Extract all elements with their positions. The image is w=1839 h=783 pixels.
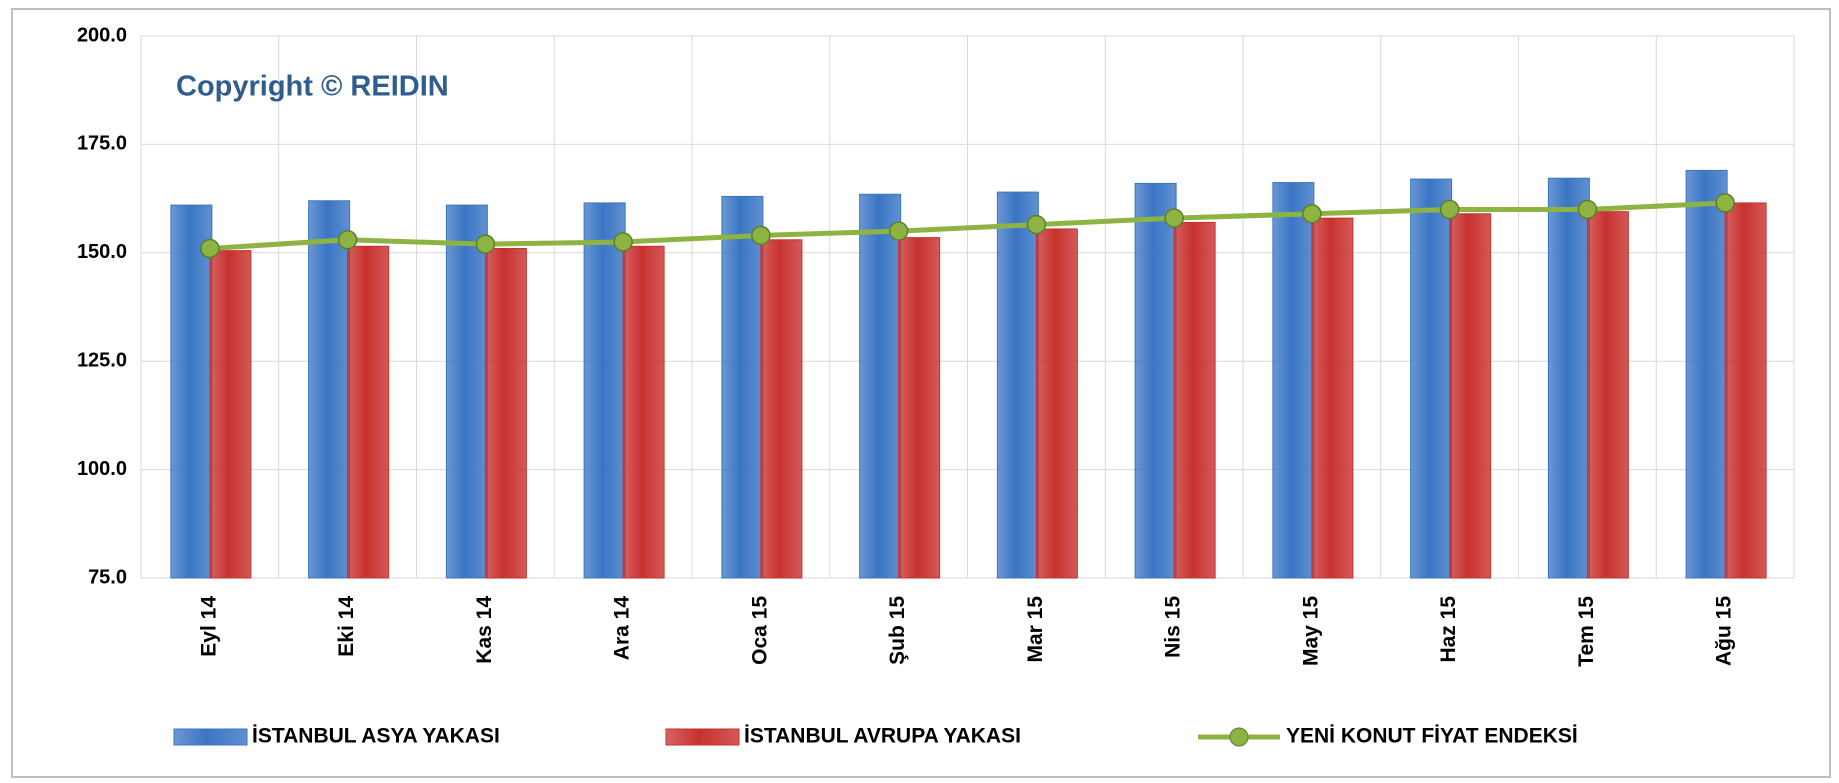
bar (1547, 177, 1590, 579)
line-marker (888, 221, 909, 241)
bar (859, 193, 902, 579)
bar (1724, 202, 1767, 579)
x-tick-label: May 15 (1299, 596, 1322, 666)
line-marker (337, 230, 358, 250)
bar (721, 195, 764, 579)
bar (1410, 178, 1453, 579)
x-tick-label: Haz 15 (1437, 596, 1460, 663)
bar (622, 245, 665, 579)
x-tick-label: Oca 15 (748, 596, 771, 665)
bar (760, 239, 803, 579)
line-marker (1439, 199, 1460, 220)
x-tick-label: Mar 15 (1024, 596, 1047, 663)
x-tick-label: Ara 14 (611, 596, 634, 661)
legend-swatch (665, 728, 740, 746)
legend-label: YENİ KONUT FİYAT ENDEKSİ (1286, 725, 1578, 748)
bar (583, 202, 626, 579)
y-tick-label: 100.0 (77, 458, 127, 480)
bar (1035, 228, 1078, 579)
line (209, 200, 1726, 251)
bar (308, 200, 351, 579)
y-tick-label: 150.0 (77, 241, 127, 263)
line-marker (1577, 199, 1598, 220)
line-marker (613, 232, 633, 252)
line-marker (1164, 208, 1184, 228)
bar (484, 247, 527, 579)
line-marker (1302, 204, 1322, 224)
legend-swatch (173, 728, 248, 746)
bar (445, 204, 488, 579)
y-tick-label: 125.0 (77, 349, 127, 371)
line-marker (200, 238, 220, 259)
x-tick-label: Ağu 15 (1713, 596, 1736, 666)
line-marker (1026, 214, 1047, 235)
bar (170, 204, 213, 579)
line-marker (751, 225, 771, 246)
bar (996, 191, 1039, 579)
legend-label: İSTANBUL AVRUPA YAKASI (744, 725, 1021, 748)
bar (1272, 182, 1315, 579)
bar (1311, 217, 1354, 579)
x-tick-label: Nis 15 (1162, 596, 1185, 658)
x-tick-label: Eyl 14 (197, 596, 220, 657)
bar (347, 245, 390, 579)
x-tick-label: Tem 15 (1575, 596, 1598, 667)
bar (1586, 211, 1629, 579)
y-tick-label: 75.0 (88, 566, 127, 588)
x-tick-label: Eki 14 (335, 596, 358, 657)
bar (1685, 169, 1728, 579)
bar (1449, 213, 1492, 579)
x-tick-label: Kas 14 (473, 596, 496, 664)
y-tick-label: 200.0 (77, 24, 127, 46)
bar (209, 250, 252, 579)
y-tick-label: 175.0 (77, 133, 127, 155)
bar (1173, 221, 1216, 579)
x-tick-label: Şub 15 (886, 596, 909, 665)
line-marker (1715, 193, 1735, 213)
bar (1134, 182, 1177, 579)
legend-swatch-marker (1229, 727, 1249, 747)
annotation: Copyright © REIDIN (176, 71, 449, 103)
legend-label: İSTANBUL ASYA YAKASI (252, 725, 500, 748)
line-marker (475, 234, 496, 254)
bar (898, 237, 941, 579)
